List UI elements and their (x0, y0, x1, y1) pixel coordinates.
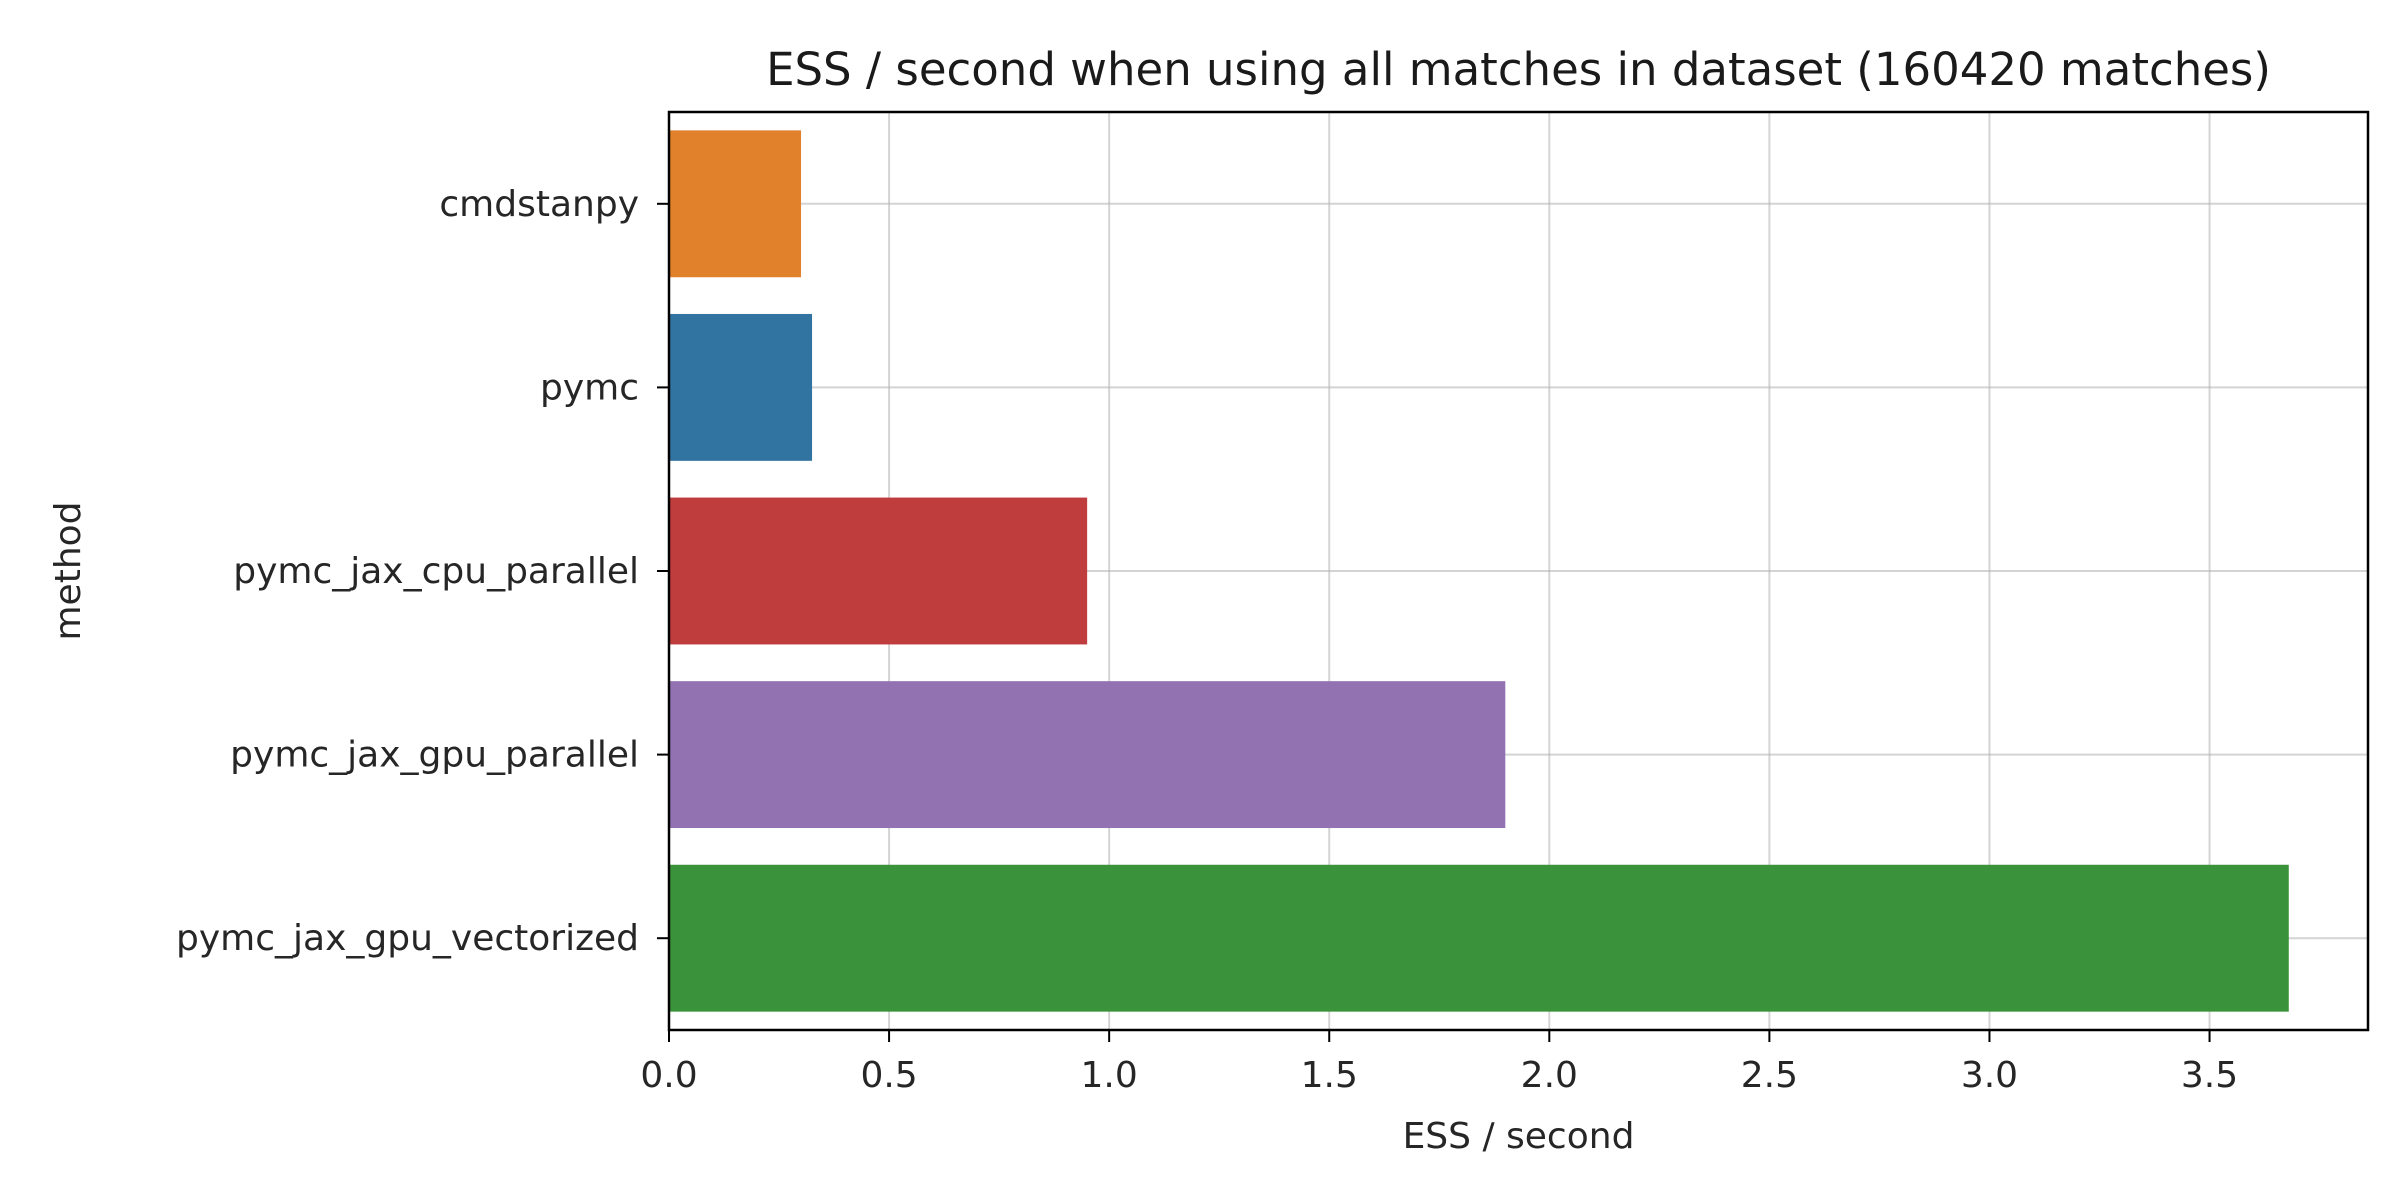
y-tick-label: pymc_jax_gpu_vectorized (176, 918, 639, 959)
x-tick-label: 1.5 (1301, 1055, 1358, 1096)
bar-cmdstanpy (669, 130, 802, 278)
y-axis-label: method (48, 501, 89, 640)
x-tick-label: 2.0 (1521, 1055, 1578, 1096)
bar-pymc-jax-gpu-vectorized (669, 864, 2289, 1012)
x-tick-label: 3.0 (1961, 1055, 2018, 1096)
bars (669, 130, 2289, 1012)
y-axis-ticks: cmdstanpy pymc pymc_jax_cpu_parallel pymc_j… (176, 184, 669, 959)
y-tick-label: pymc_jax_gpu_parallel (230, 735, 639, 776)
x-tick-label: 3.5 (2181, 1055, 2238, 1096)
x-tick-label: 2.5 (1741, 1055, 1798, 1096)
x-axis-ticks: 0.0 0.5 1.0 1.5 2.0 2.5 3.0 3.5 (640, 1030, 2238, 1096)
x-tick-label: 1.0 (1081, 1055, 1138, 1096)
chart-title: ESS / second when using all matches in d… (766, 43, 2271, 96)
bar-pymc (669, 313, 813, 461)
y-tick-label: pymc_jax_cpu_parallel (233, 551, 639, 592)
x-tick-label: 0.5 (860, 1055, 917, 1096)
x-axis-label: ESS / second (1403, 1116, 1635, 1157)
x-tick-label: 0.0 (640, 1055, 697, 1096)
y-tick-label: cmdstanpy (439, 184, 639, 225)
bar-pymc-jax-gpu-parallel (669, 681, 1506, 829)
bar-pymc-jax-cpu-parallel (669, 497, 1088, 645)
y-tick-label: pymc (540, 367, 639, 408)
